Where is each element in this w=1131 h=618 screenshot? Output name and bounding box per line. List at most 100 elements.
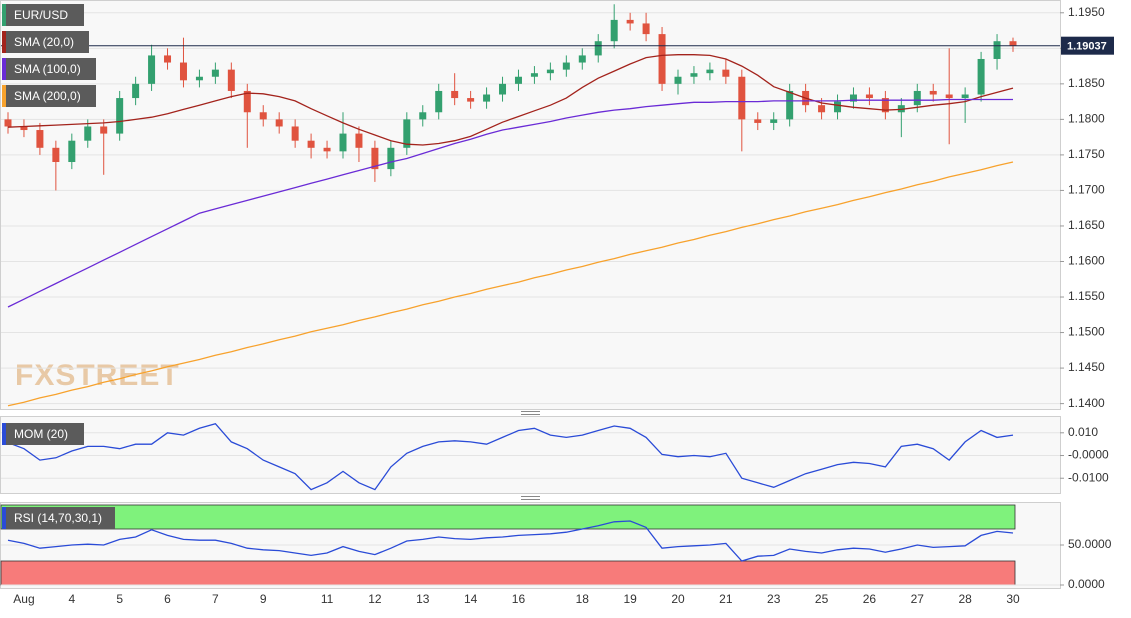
x-tick-label: 18 xyxy=(576,592,590,606)
y-tick-label: 1.1650 xyxy=(1068,218,1105,232)
candle-body xyxy=(371,147,379,170)
candle-body xyxy=(594,41,602,56)
series-line xyxy=(7,520,1014,562)
x-tick-label: 5 xyxy=(116,592,123,606)
series-line xyxy=(7,98,1013,308)
series-line xyxy=(7,161,1014,407)
candle-body xyxy=(483,94,491,102)
y-tick-label: 1.1600 xyxy=(1068,254,1105,268)
candle-body xyxy=(227,69,235,91)
candle-body xyxy=(642,23,650,35)
candle-body xyxy=(84,126,92,141)
candle-body xyxy=(387,147,395,170)
y-tick-label: 1.1400 xyxy=(1068,396,1105,410)
candle-body xyxy=(977,58,985,95)
panel-grip[interactable] xyxy=(521,411,540,415)
panel-grip[interactable] xyxy=(521,496,540,500)
x-tick-label: 21 xyxy=(719,592,733,606)
y-tick-label: 1.1700 xyxy=(1068,183,1105,197)
candle-body xyxy=(275,119,283,127)
candle-body xyxy=(849,94,857,102)
candle-body xyxy=(36,130,44,148)
x-tick-label: 7 xyxy=(212,592,219,606)
candle-body xyxy=(578,55,586,63)
candle-body xyxy=(52,147,60,163)
x-tick-label: 12 xyxy=(368,592,382,606)
y-tick-label: 1.1950 xyxy=(1068,5,1105,19)
candle-body xyxy=(307,140,315,148)
y-tick-label: -0.0100 xyxy=(1068,470,1109,484)
legend-swatch xyxy=(2,4,6,26)
legend-item: SMA (100,0) xyxy=(2,58,96,80)
legend-label: SMA (20,0) xyxy=(14,35,74,49)
candle-body xyxy=(626,19,634,24)
candle-body xyxy=(164,55,172,63)
candle-body xyxy=(961,94,969,99)
candle-body xyxy=(259,112,267,120)
x-tick-label: 16 xyxy=(512,592,526,606)
x-tick-label: 27 xyxy=(911,592,925,606)
y-tick-label: 1.1800 xyxy=(1068,112,1105,126)
band xyxy=(0,560,1016,586)
candle-body xyxy=(818,105,826,113)
candle-body xyxy=(929,90,937,95)
candle-body xyxy=(20,126,28,131)
x-tick-label: 14 xyxy=(464,592,478,606)
candle-body xyxy=(738,76,746,120)
y-tick-label: 1.1500 xyxy=(1068,325,1105,339)
candle-body xyxy=(4,119,12,127)
candle-body xyxy=(132,83,140,99)
last-price-box xyxy=(1061,36,1114,55)
candle-body xyxy=(834,101,842,113)
indicator-swatch xyxy=(2,423,6,445)
candle-body xyxy=(786,90,794,120)
indicator-label: RSI (14,70,30,1) xyxy=(14,511,102,525)
candle-body xyxy=(674,76,682,84)
y-tick-label: 1.1450 xyxy=(1068,360,1105,374)
candle-body xyxy=(1009,41,1017,46)
candle-body xyxy=(770,119,778,123)
candle-body xyxy=(658,34,666,84)
candle-body xyxy=(195,76,203,81)
legend-box xyxy=(2,31,89,53)
candle-body xyxy=(116,98,124,134)
y-tick-label: 0.010 xyxy=(1068,425,1098,439)
x-tick-label: 20 xyxy=(671,592,685,606)
candle-body xyxy=(993,41,1001,59)
legend-swatch xyxy=(2,85,6,107)
x-tick-label: 28 xyxy=(958,592,972,606)
candle-body xyxy=(754,119,762,123)
candle-body xyxy=(467,98,475,102)
x-tick-label: 13 xyxy=(416,592,430,606)
y-tick-label: 0.0000 xyxy=(1068,577,1105,591)
y-tick-label: -0.0000 xyxy=(1068,448,1109,462)
candle-body xyxy=(100,126,108,134)
candle-body xyxy=(514,76,522,84)
legend-label: EUR/USD xyxy=(14,8,68,22)
last-price-label: 1.19037 xyxy=(1067,41,1107,53)
mom-panel xyxy=(0,416,1061,494)
indicator-label: MOM (20) xyxy=(14,427,68,441)
series-line xyxy=(7,54,1014,146)
candle-body xyxy=(339,133,347,152)
x-tick-label: 9 xyxy=(260,592,267,606)
candle-body xyxy=(865,94,873,99)
x-tick-label: 25 xyxy=(815,592,829,606)
candle-body xyxy=(148,55,156,84)
candle-body xyxy=(68,140,76,163)
candle-body xyxy=(419,112,427,120)
legend-swatch xyxy=(2,58,6,80)
candle-body xyxy=(451,90,459,99)
watermark: FXSTREET xyxy=(15,359,180,392)
candle-body xyxy=(546,69,554,74)
x-tick-label: 19 xyxy=(623,592,637,606)
legend-box xyxy=(2,85,96,107)
candle-body xyxy=(179,62,187,81)
y-tick-label: 1.1750 xyxy=(1068,147,1105,161)
candle-body xyxy=(945,94,953,99)
price-panel xyxy=(0,0,1061,410)
series-line xyxy=(7,422,1014,491)
candle-body xyxy=(499,83,507,95)
indicator-swatch xyxy=(2,507,6,529)
